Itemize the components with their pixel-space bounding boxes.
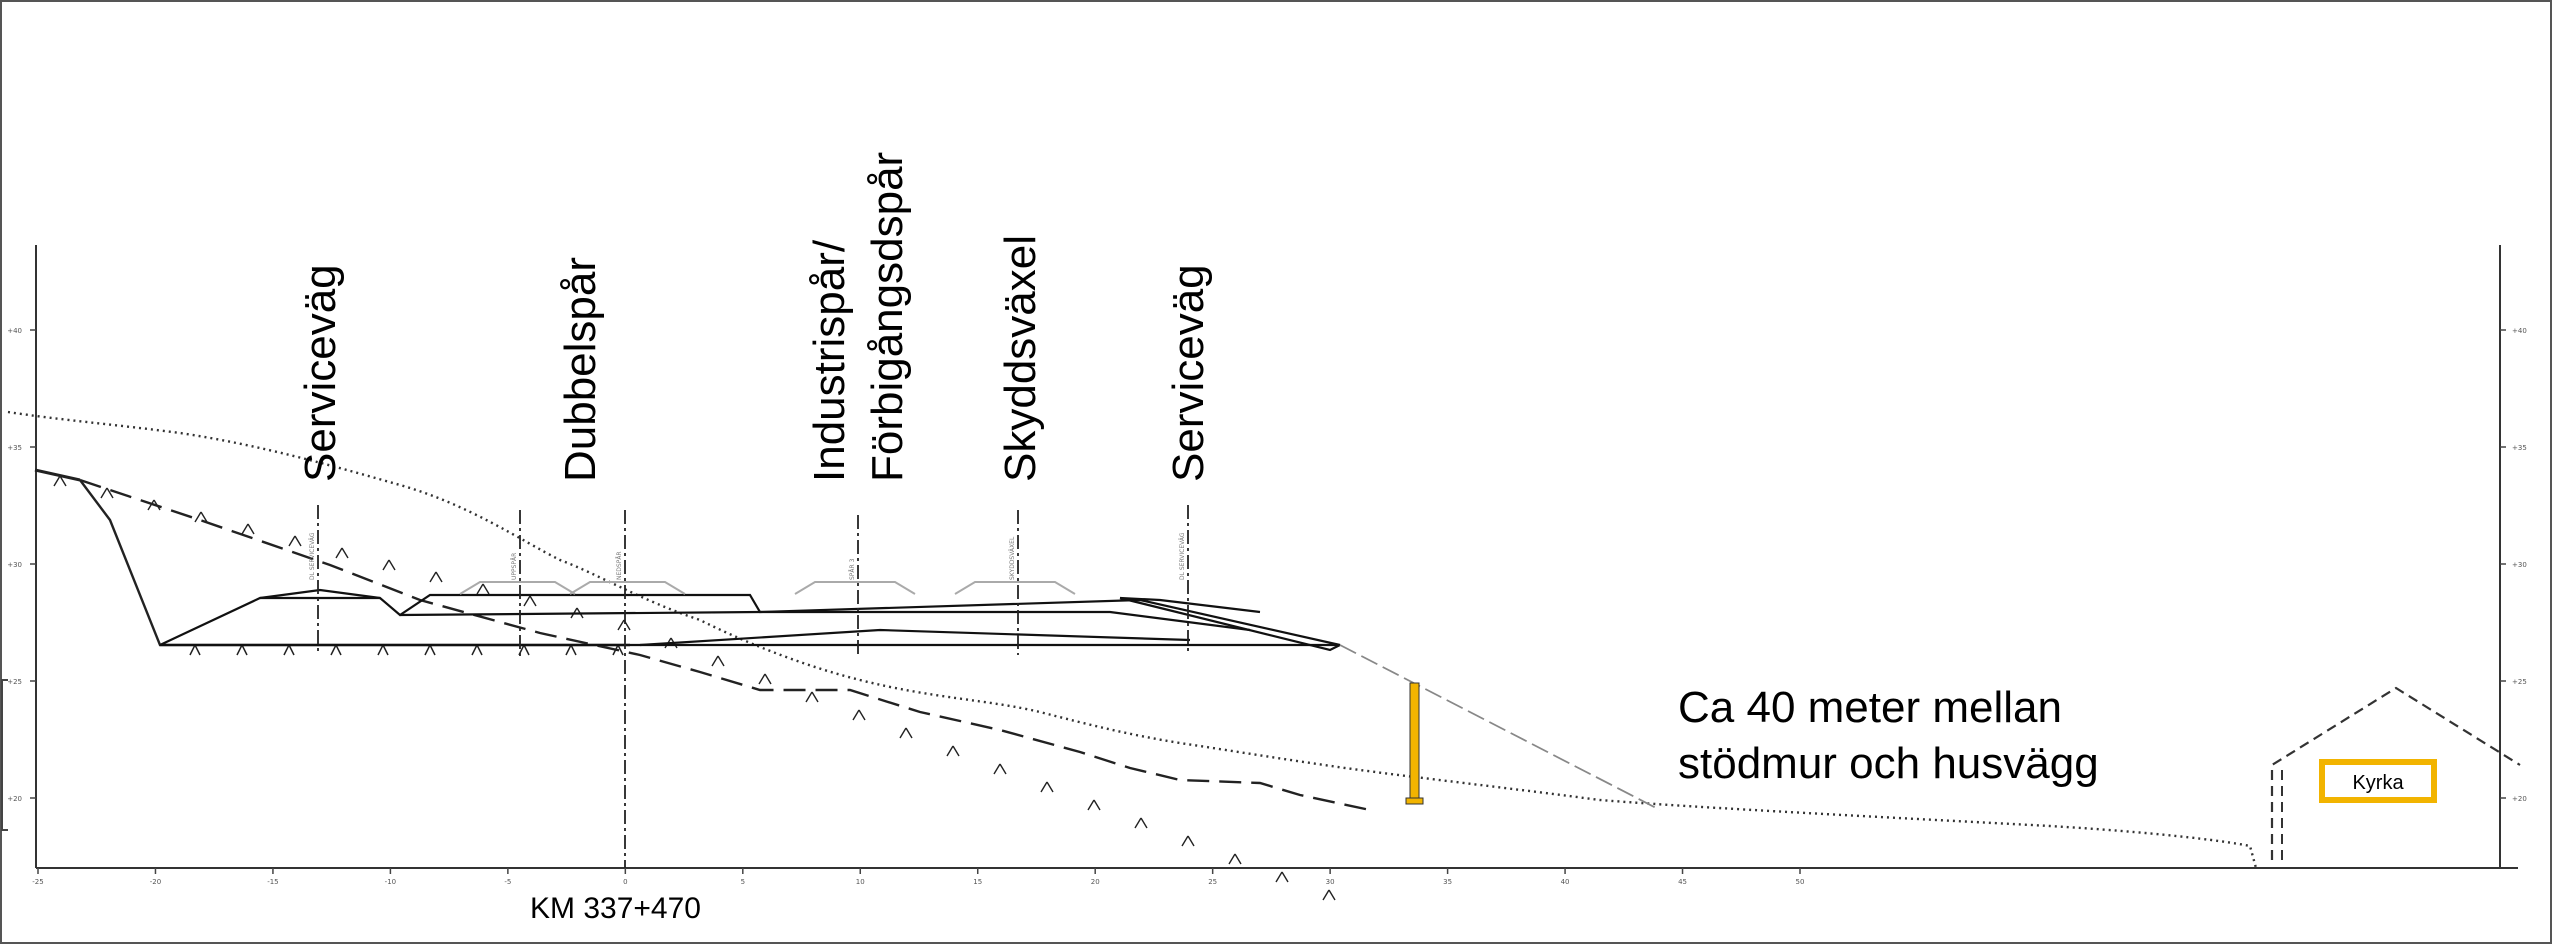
hatch-mark — [1181, 835, 1195, 847]
retaining-wall — [1405, 682, 1424, 805]
hatch-mark — [1228, 853, 1242, 865]
x-tick-label: 5 — [741, 878, 745, 886]
y-axis-left: +40 +35 +30 +25 +20 — [7, 327, 36, 803]
label-double-track: Dubbelspår — [556, 257, 605, 482]
svg-text:NEDSPÅR: NEDSPÅR — [616, 551, 623, 580]
hatch-mark — [523, 595, 537, 607]
y-tick-label: +30 — [7, 561, 22, 569]
y-tick-label: +40 — [7, 327, 22, 335]
building-label-frame — [2319, 759, 2437, 803]
hatch-mark — [335, 547, 349, 559]
x-tick-label: 20 — [1091, 878, 1100, 886]
label-serviceway-left: Serviceväg — [296, 264, 345, 482]
hatch-mark — [946, 745, 960, 757]
hatch-mark — [899, 727, 913, 739]
x-tick-label: -20 — [150, 878, 161, 886]
y-tick-label: +20 — [2512, 795, 2527, 803]
x-tick-label: -5 — [504, 878, 511, 886]
distance-note-line1: Ca 40 meter mellan — [1678, 683, 2062, 732]
svg-text:DL SERVICEVÄG: DL SERVICEVÄG — [309, 532, 316, 580]
hatch-mark — [377, 644, 389, 656]
x-tick-label: -15 — [267, 878, 278, 886]
hatch-mark — [236, 644, 248, 656]
hatch-mark — [382, 559, 396, 571]
hatch-mark — [1087, 799, 1101, 811]
track-structure — [159, 588, 1341, 652]
hatch-mark — [476, 583, 490, 595]
hatch-mark — [1040, 781, 1054, 793]
x-tick-label: -10 — [385, 878, 396, 886]
hatch-mark — [758, 673, 772, 685]
church-building: Kyrka — [2270, 686, 2521, 865]
hatch-mark — [424, 644, 436, 656]
embankment-top-left — [34, 468, 81, 482]
y-tick-label: +20 — [7, 795, 22, 803]
label-serviceway-right: Serviceväg — [1164, 264, 1213, 482]
hatch-mark — [612, 644, 624, 656]
hatch-mark — [147, 499, 161, 511]
label-protection-switch: Skyddsväxel — [996, 235, 1045, 482]
rock-line-dashed — [79, 478, 1371, 812]
y-axis-right: +40 +35 +30 +25 +20 — [2500, 327, 2527, 803]
x-tick-label: 45 — [1678, 878, 1687, 886]
hatch-mark — [1134, 817, 1148, 829]
drawing-frame — [35, 245, 2518, 869]
svg-text:DL SERVICEVÄG: DL SERVICEVÄG — [1179, 532, 1186, 580]
fill-slope-line — [1339, 644, 1661, 811]
svg-text:SKYDDSVÄXEL: SKYDDSVÄXEL — [1009, 536, 1016, 580]
hatch-mark — [330, 644, 342, 656]
left-edge-bracket — [1, 679, 8, 831]
x-tick-label: 0 — [623, 878, 627, 886]
y-tick-label: +30 — [2512, 561, 2527, 569]
hatch-mark — [852, 709, 866, 721]
hatch-mark — [1322, 889, 1336, 901]
x-tick-label: -25 — [32, 878, 43, 886]
station-label: KM 337+470 — [530, 892, 701, 925]
hatch-mark — [993, 763, 1007, 775]
hatch-mark — [100, 487, 114, 499]
ballast-profiles — [459, 581, 1076, 595]
centerline-tags: DL SERVICEVÄG UPPSPÅR NEDSPÅR SPÅR 3 SKY… — [309, 532, 1186, 580]
existing-terrain-line — [7, 410, 2258, 869]
y-tick-label: +25 — [7, 678, 22, 686]
hatch-mark — [565, 644, 577, 656]
x-axis: -25 -20 -15 -10 -5 0 5 10 15 20 25 30 35 40 45 50 — [32, 868, 1804, 886]
hatch-mark — [283, 644, 295, 656]
hatch-mark — [805, 691, 819, 703]
hatch-mark — [241, 523, 255, 535]
y-tick-label: +35 — [7, 444, 22, 452]
hatch-mark — [189, 644, 201, 656]
y-tick-label: +35 — [2512, 444, 2527, 452]
track-centerlines — [317, 505, 1189, 868]
svg-text:SPÅR 3: SPÅR 3 — [849, 558, 856, 580]
x-tick-label: 40 — [1561, 878, 1570, 886]
building-label: Kyrka — [2352, 772, 2404, 794]
svg-text:UPPSPÅR: UPPSPÅR — [511, 553, 518, 580]
hatch-mark — [711, 655, 725, 667]
y-tick-label: +40 — [2512, 327, 2527, 335]
hatch-mark — [429, 571, 443, 583]
x-tick-label: 35 — [1443, 878, 1452, 886]
x-tick-label: 25 — [1208, 878, 1217, 886]
label-industry-track-line1: Industrispår/ — [805, 239, 854, 482]
x-tick-label: 50 — [1796, 878, 1805, 886]
cut-slope-left — [79, 479, 630, 647]
hatch-mark — [1275, 871, 1289, 883]
hatch-mark — [617, 619, 631, 631]
x-tick-label: 30 — [1326, 878, 1335, 886]
hatch-mark — [288, 535, 302, 547]
x-tick-label: 15 — [973, 878, 982, 886]
x-tick-label: 10 — [856, 878, 865, 886]
hatch-mark — [53, 475, 67, 487]
hatch-mark — [471, 644, 483, 656]
hatch-mark — [194, 511, 208, 523]
label-industry-track-line2: Förbigångsdspår — [863, 152, 912, 482]
bedrock-hatching — [53, 475, 1336, 901]
y-tick-label: +25 — [2512, 678, 2527, 686]
distance-note-line2: stödmur och husvägg — [1678, 739, 2099, 788]
